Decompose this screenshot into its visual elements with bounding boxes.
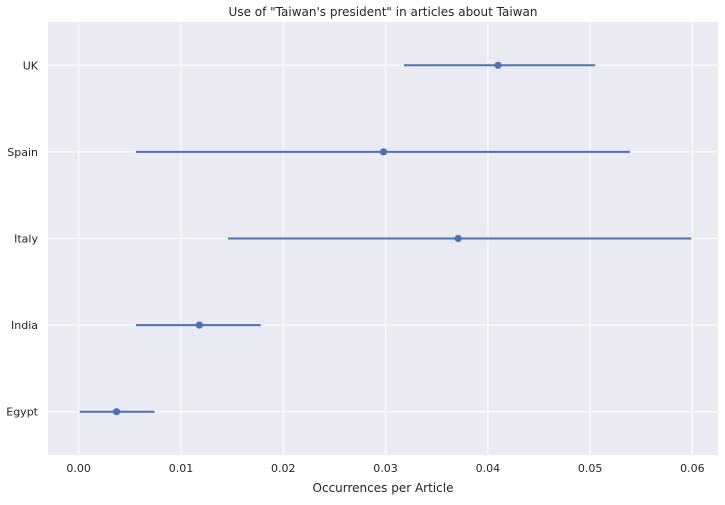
chart-title: Use of "Taiwan's president" in articles … (229, 5, 538, 19)
x-tick-label-5: 0.05 (578, 462, 603, 475)
y-tick-label-egypt: Egypt (6, 406, 38, 419)
y-tick-label-italy: Italy (14, 233, 38, 246)
x-tick-label-6: 0.06 (680, 462, 705, 475)
x-tick-label-1: 0.01 (169, 462, 194, 475)
data-point-uk (494, 61, 502, 69)
x-tick-label-4: 0.04 (476, 462, 501, 475)
x-axis-label: Occurrences per Article (313, 481, 454, 495)
x-tick-label-3: 0.03 (373, 462, 398, 475)
data-point-india (195, 321, 203, 329)
x-tick-label-2: 0.02 (271, 462, 296, 475)
x-tick-labels: 0.00 0.01 0.02 0.03 0.04 0.05 0.06 (66, 462, 704, 475)
data-points (112, 61, 502, 416)
x-tick-label-0: 0.00 (66, 462, 91, 475)
y-tick-label-uk: UK (23, 59, 39, 72)
y-tick-labels: UK Spain Italy India Egypt (6, 59, 39, 418)
y-tick-label-spain: Spain (7, 146, 38, 159)
data-point-italy (454, 234, 462, 243)
data-point-spain (379, 148, 388, 156)
y-tick-label-india: India (11, 319, 38, 332)
data-point-egypt (112, 408, 121, 416)
